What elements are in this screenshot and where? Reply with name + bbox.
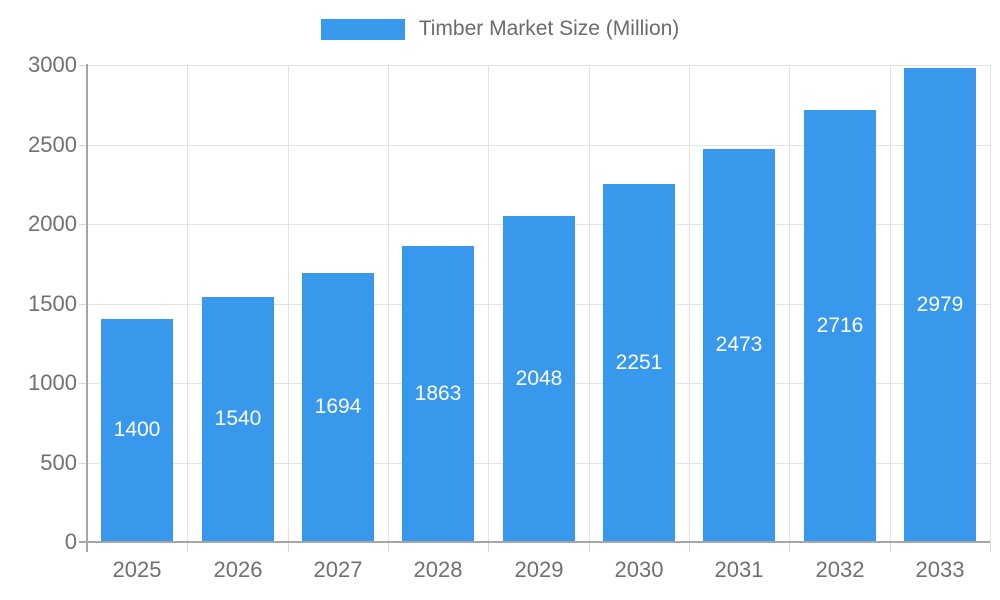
bar[interactable]: 2716	[804, 110, 876, 541]
y-axis-line	[86, 64, 88, 552]
x-axis-line	[79, 541, 990, 543]
v-gridline	[589, 65, 590, 542]
v-gridline	[187, 65, 188, 542]
y-axis-tick	[79, 145, 87, 146]
h-gridline	[87, 145, 990, 146]
bar-value-label: 2048	[515, 366, 563, 390]
bar-value-label: 2716	[816, 313, 864, 337]
y-axis-tick	[79, 383, 87, 384]
y-tick-label: 500	[40, 450, 77, 475]
v-gridline	[488, 65, 489, 542]
x-axis-tick	[789, 542, 790, 552]
bar[interactable]: 1540	[202, 297, 274, 541]
v-gridline	[789, 65, 790, 542]
v-gridline	[689, 65, 690, 542]
bar-value-label: 1400	[113, 418, 161, 441]
v-gridline	[990, 65, 991, 542]
x-axis-tick	[589, 542, 590, 552]
y-tick-label: 1500	[28, 291, 77, 316]
bar-value-label: 1863	[414, 381, 462, 405]
y-tick-label: 0	[64, 529, 77, 554]
x-axis-tick	[990, 542, 991, 552]
x-tick-label: 2027	[313, 557, 363, 582]
legend-label: Timber Market Size (Million)	[418, 17, 680, 40]
y-axis-tick	[79, 224, 87, 225]
bar[interactable]: 2251	[603, 184, 675, 541]
x-axis-tick	[187, 542, 188, 552]
bar-value-label: 2979	[916, 292, 964, 316]
x-axis-tick	[890, 542, 891, 552]
bar-value-label: 1694	[314, 395, 362, 418]
x-axis-tick	[288, 542, 289, 552]
x-axis-tick	[388, 542, 389, 552]
y-axis-tick	[79, 65, 87, 66]
bar[interactable]: 1400	[101, 319, 173, 541]
x-tick-label: 2026	[213, 557, 263, 582]
bar[interactable]: 2979	[904, 68, 976, 541]
bar-value-label: 2251	[615, 350, 663, 374]
v-gridline	[388, 65, 389, 542]
legend-swatch-icon	[320, 18, 405, 40]
y-tick-label: 3000	[28, 52, 77, 77]
bar[interactable]: 2048	[503, 216, 575, 541]
x-tick-label: 2029	[514, 557, 564, 582]
y-tick-label: 1000	[28, 370, 77, 395]
y-tick-label: 2000	[28, 211, 77, 236]
y-axis-tick	[79, 463, 87, 464]
bar-value-label: 2473	[715, 333, 763, 356]
x-tick-label: 2030	[614, 557, 664, 582]
v-gridline	[288, 65, 289, 542]
x-tick-label: 2033	[915, 557, 965, 582]
bar-value-label: 1540	[214, 407, 262, 430]
x-axis-tick	[689, 542, 690, 552]
h-gridline	[87, 65, 990, 66]
x-tick-label: 2025	[112, 557, 162, 582]
bar[interactable]: 2473	[703, 149, 775, 541]
x-tick-label: 2032	[815, 557, 865, 582]
bar[interactable]: 1863	[402, 246, 474, 541]
bar[interactable]: 1694	[302, 273, 374, 541]
y-tick-label: 2500	[28, 132, 77, 157]
legend[interactable]: Timber Market Size (Million)	[0, 18, 1000, 40]
v-gridline	[890, 65, 891, 542]
x-tick-label: 2028	[413, 557, 463, 582]
x-axis-tick	[488, 542, 489, 552]
x-tick-label: 2031	[714, 557, 764, 582]
y-axis-tick	[79, 304, 87, 305]
